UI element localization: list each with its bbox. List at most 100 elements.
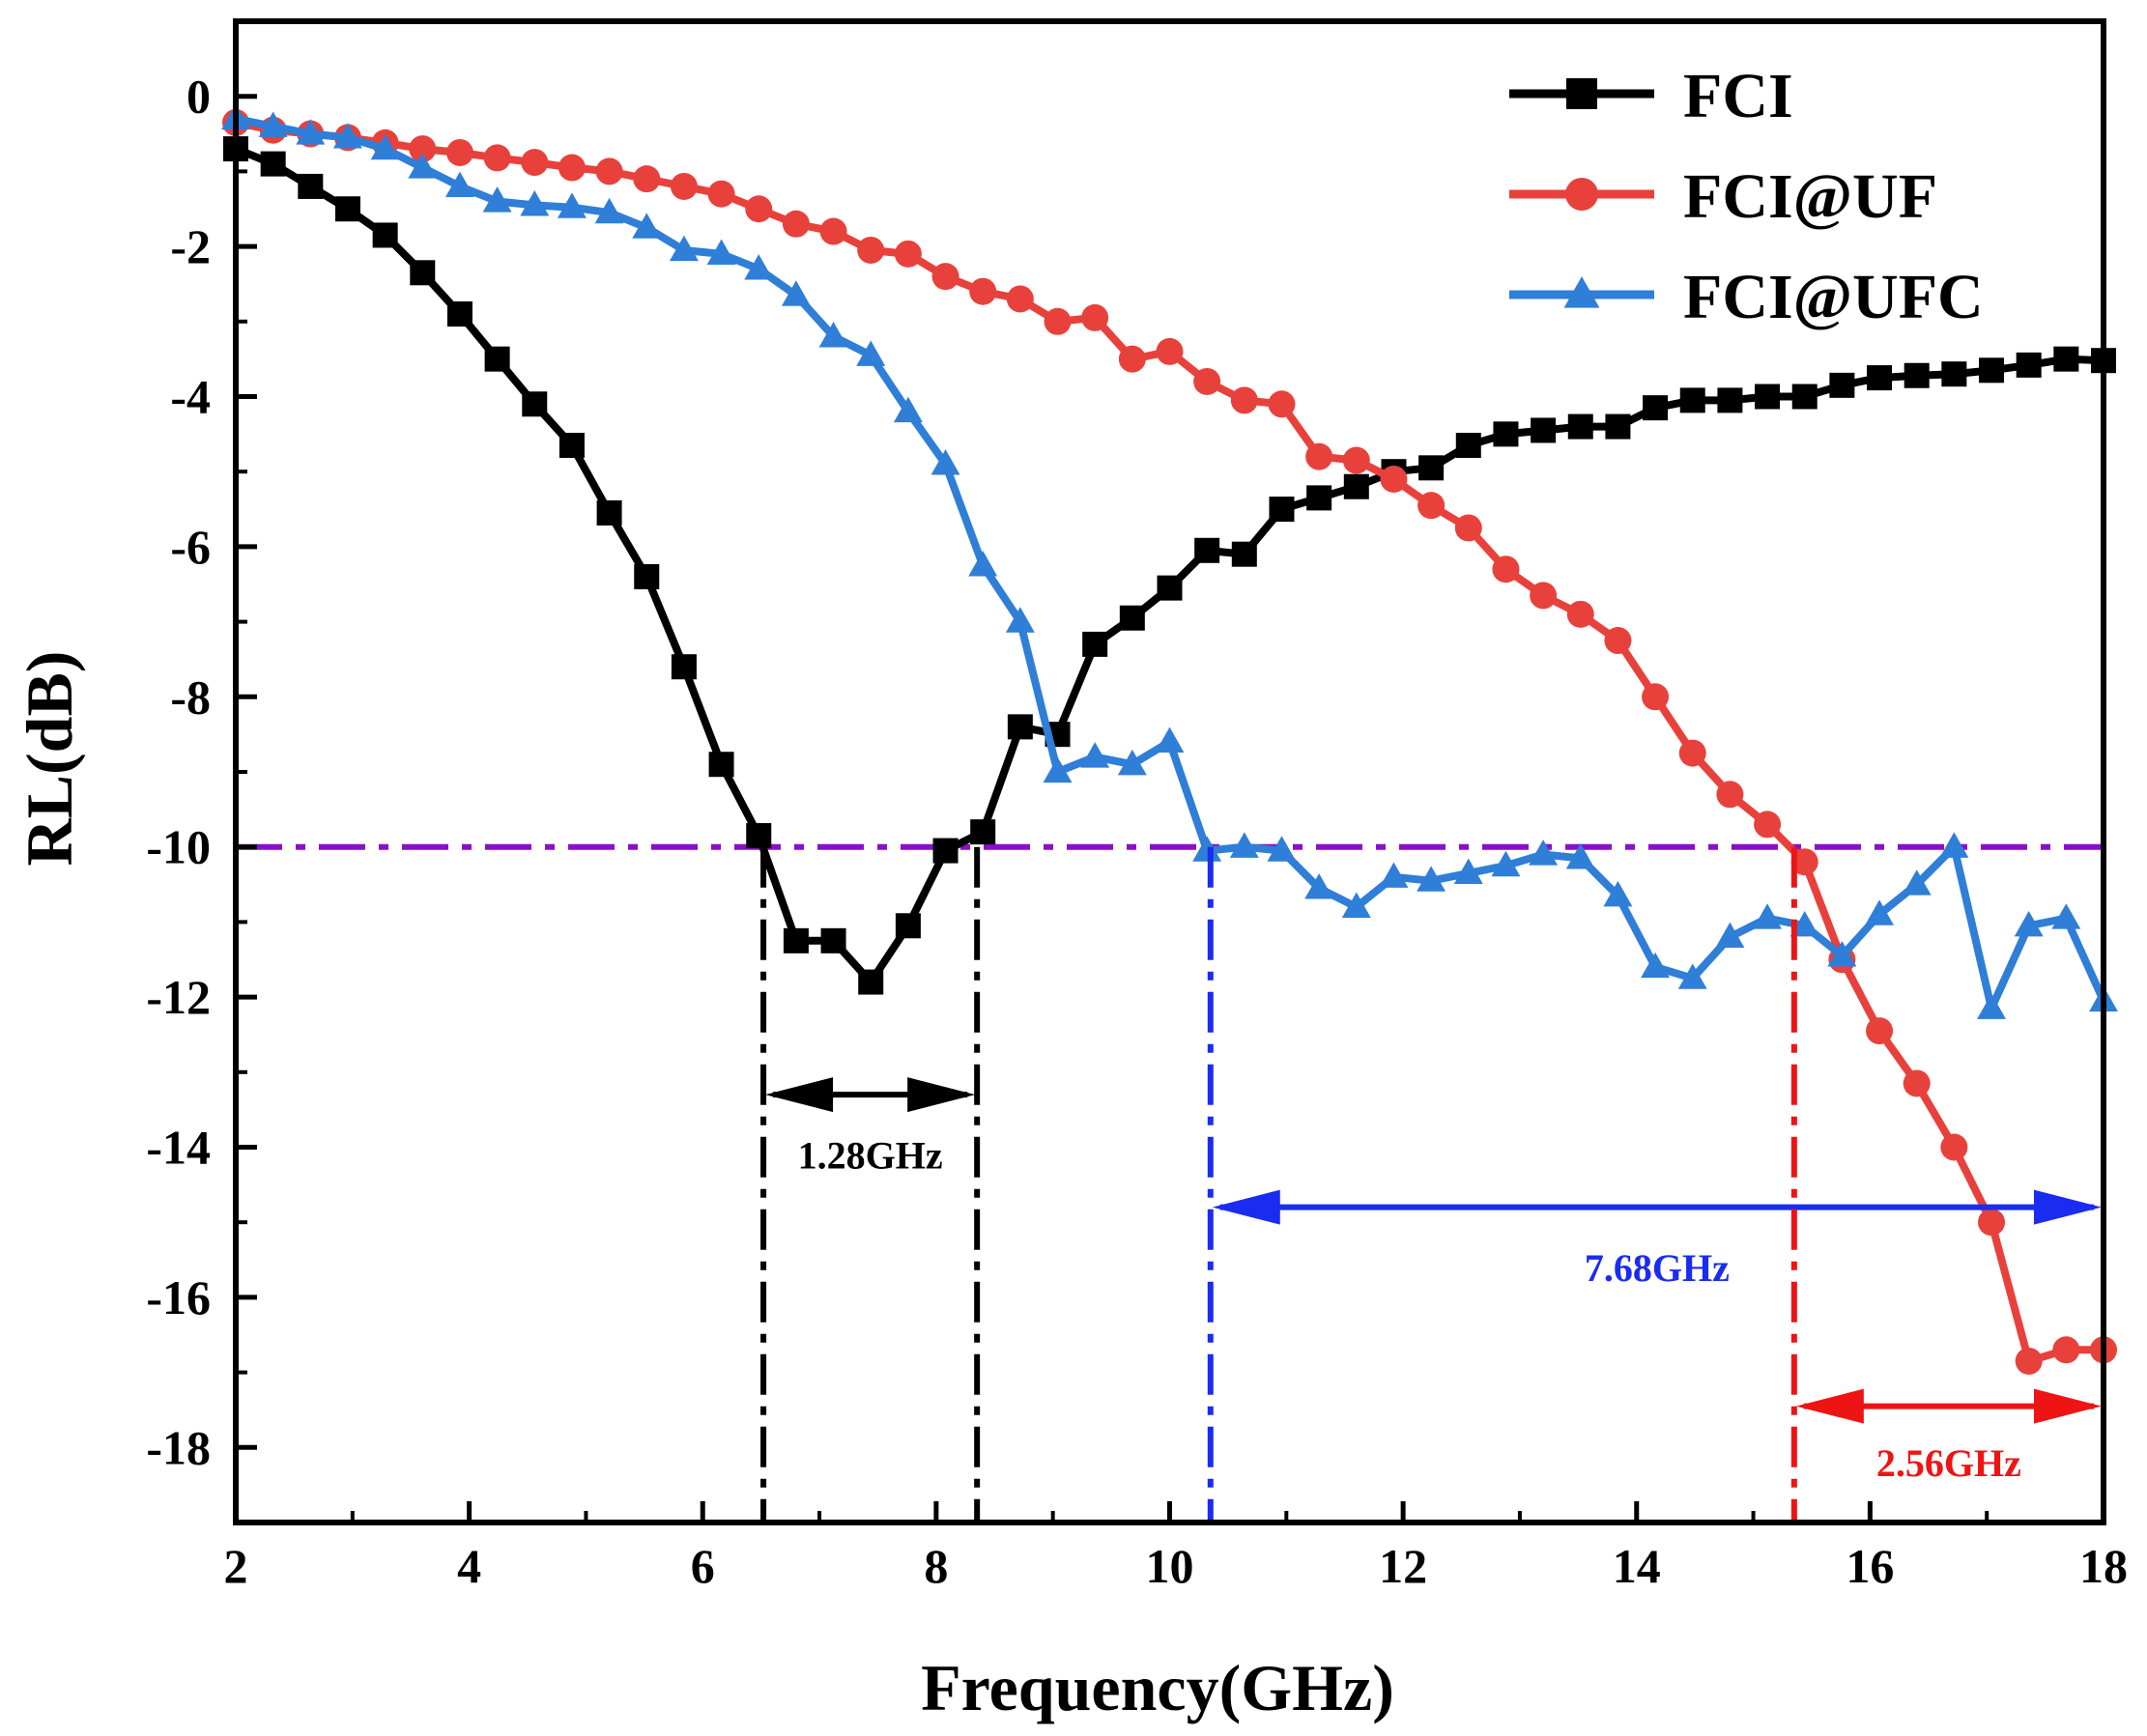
data-point-fci	[1605, 413, 1631, 440]
legend: FCI FCI@UF FCI@UFC	[1509, 61, 1984, 332]
data-point-fci	[1567, 413, 1593, 440]
y-tick-label: -12	[146, 970, 211, 1024]
data-point-fci	[1157, 575, 1183, 601]
data-point-fci-ufc	[408, 153, 438, 179]
data-point-fci-ufc	[296, 119, 326, 145]
data-point-fci-uf	[409, 135, 437, 163]
data-point-fci-ufc	[1677, 963, 1707, 989]
data-point-fci-ufc	[781, 280, 811, 306]
data-point-fci-uf	[558, 154, 586, 182]
data-point-fci-ufc	[1753, 903, 1783, 929]
data-point-fci-uf	[2015, 1347, 2043, 1375]
data-point-fci-uf	[445, 138, 473, 166]
data-point-fci-uf	[819, 217, 847, 245]
legend-label: FCI@UF	[1683, 161, 1937, 232]
data-point-fci-ufc	[1715, 922, 1745, 949]
data-point-fci-uf	[1118, 345, 1146, 373]
data-point-fci-ufc	[706, 239, 736, 265]
data-point-fci	[1679, 387, 1705, 413]
data-point-fci-uf	[1978, 1209, 2006, 1237]
legend-label: FCI@UFC	[1683, 262, 1984, 332]
data-point-fci	[1269, 497, 1295, 523]
data-point-fci	[1306, 485, 1332, 511]
data-point-fci-uf	[1678, 739, 1706, 767]
y-tick-label: 0	[186, 70, 211, 124]
data-point-fci-uf	[1492, 555, 1520, 583]
data-point-fci	[334, 196, 360, 222]
bandwidth-marker-7-68ghz-arrowhead-right	[2034, 1189, 2102, 1225]
data-point-fci	[1979, 357, 2005, 384]
y-tick-label: -2	[170, 219, 211, 273]
x-tick-label: 6	[691, 1539, 715, 1593]
data-point-fci	[1418, 455, 1445, 481]
data-point-fci	[1643, 395, 1669, 421]
data-point-fci	[671, 654, 697, 680]
bandwidth-label: 2.56GHz	[1876, 1441, 2021, 1485]
data-point-fci-uf	[1081, 303, 1109, 331]
data-point-fci-uf	[782, 210, 810, 238]
x-tick-label: 10	[1146, 1539, 1194, 1593]
data-point-fci-uf	[1790, 848, 1818, 876]
data-point-fci-uf	[670, 172, 698, 200]
data-point-fci	[1007, 714, 1033, 740]
data-point-fci	[1119, 605, 1145, 631]
data-point-fci	[596, 499, 622, 526]
data-point-fci-uf	[633, 165, 661, 193]
data-point-fci-ufc	[1902, 869, 1932, 896]
data-point-fci-ufc	[1192, 836, 1222, 862]
data-point-fci	[298, 173, 324, 199]
data-point-fci	[410, 260, 436, 286]
data-point-fci-ufc	[258, 111, 288, 137]
data-point-fci	[1791, 384, 1818, 410]
data-point-fci-ufc	[1827, 941, 1857, 967]
data-point-fci-uf	[1566, 600, 1594, 628]
data-point-fci	[484, 346, 510, 372]
data-point-fci-ufc	[2014, 910, 2044, 937]
data-point-fci	[820, 927, 846, 953]
data-point-fci-uf	[1454, 514, 1482, 542]
data-point-fci-ufc	[1155, 726, 1185, 754]
data-point-fci-ufc	[1080, 742, 1110, 768]
y-tick-label: -16	[146, 1270, 211, 1324]
data-point-fci-ufc	[1005, 607, 1035, 633]
data-point-fci-ufc	[968, 551, 998, 577]
series-fci	[223, 136, 2116, 995]
data-point-fci	[1082, 631, 1108, 657]
data-point-fci-ufc	[1789, 910, 1819, 937]
data-point-fci	[2016, 352, 2042, 378]
data-point-fci-uf	[1940, 1133, 1968, 1161]
data-point-fci-uf	[483, 144, 511, 172]
bandwidth-marker-2-56ghz-arrowhead-left	[1795, 1388, 1864, 1424]
bandwidth-label: 7.68GHz	[1585, 1246, 1730, 1290]
data-point-fci-ufc	[594, 197, 624, 224]
data-point-fci-uf	[1268, 390, 1296, 418]
data-point-fci-uf	[1642, 683, 1670, 711]
data-point-fci	[634, 563, 660, 589]
data-point-fci	[1493, 421, 1519, 447]
data-point-fci	[1343, 473, 1369, 499]
data-point-fci-uf	[1156, 337, 1184, 365]
x-tick-label: 8	[924, 1539, 948, 1593]
data-point-fci-ufc	[1939, 832, 1969, 858]
x-tick-label: 2	[224, 1539, 248, 1593]
y-tick-label: -18	[146, 1420, 211, 1474]
data-point-fci-ufc	[930, 449, 960, 475]
x-tick-label: 4	[457, 1539, 481, 1593]
data-point-fci	[746, 823, 772, 849]
data-point-fci-uf	[894, 240, 922, 268]
data-point-fci	[1455, 433, 1481, 459]
data-point-fci-ufc	[1304, 873, 1334, 899]
data-point-fci-ufc	[1529, 840, 1559, 866]
data-point-fci-uf	[595, 157, 623, 185]
bandwidth-label: 1.28GHz	[798, 1133, 943, 1177]
data-point-fci-ufc	[333, 123, 362, 149]
y-axis-title: RL(dB)	[13, 651, 86, 867]
data-point-fci-ufc	[1453, 858, 1483, 885]
y-tick-label: -14	[146, 1121, 211, 1175]
x-axis-title: Frequency(GHz)	[921, 1651, 1394, 1724]
data-point-fci	[558, 433, 585, 459]
x-tick-label: 12	[1379, 1539, 1427, 1593]
data-point-fci-ufc	[1417, 866, 1446, 892]
legend-marker	[1565, 178, 1598, 211]
data-point-fci-uf	[1230, 386, 1258, 414]
